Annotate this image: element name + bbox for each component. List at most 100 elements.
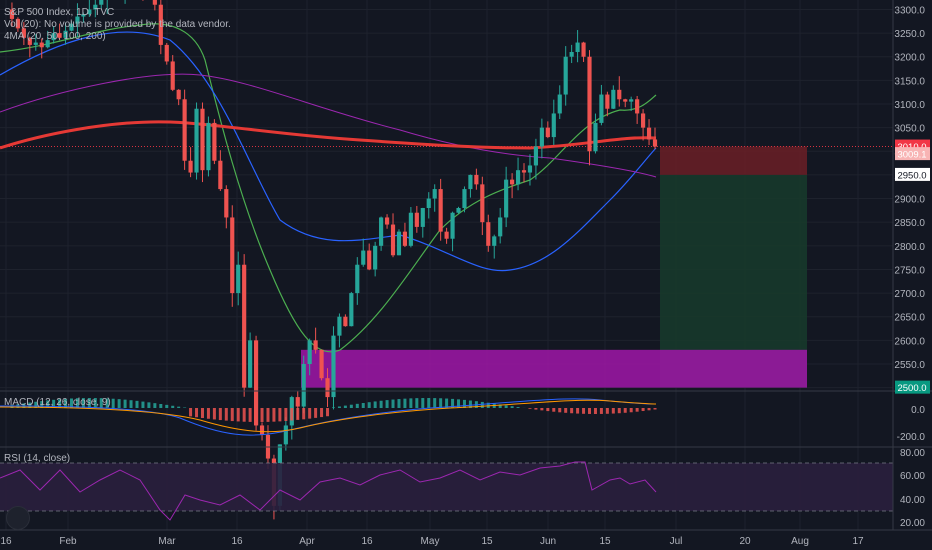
macd-histogram-bar bbox=[623, 408, 627, 413]
macd-histogram-bar bbox=[391, 399, 395, 408]
macd-histogram-bar bbox=[123, 399, 127, 408]
macd-histogram-bar bbox=[337, 406, 341, 408]
macd-histogram-bar bbox=[593, 408, 597, 414]
candle-body bbox=[158, 4, 163, 45]
candle-body bbox=[259, 425, 265, 435]
candle-body bbox=[75, 16, 80, 24]
price-badge bbox=[895, 167, 930, 181]
time-axis[interactable]: 16 Feb Mar 16 Apr 16 May 15 Jun 15 Jul 20 Aug 17 bbox=[0, 536, 864, 547]
price-axis[interactable]: 3300.03250.03200.03150.03100.03050.03000… bbox=[892, 0, 930, 530]
macd-histogram-bar bbox=[617, 408, 621, 414]
macd-histogram-bar bbox=[629, 408, 633, 413]
price-badge-label: 2950.0 bbox=[897, 170, 926, 181]
macd-legend[interactable]: MACD (12, 26, close, 9) bbox=[4, 397, 111, 408]
macd-histogram-bar bbox=[141, 401, 145, 408]
position-zones[interactable] bbox=[0, 146, 893, 388]
candle-body bbox=[224, 189, 229, 218]
candle-body bbox=[623, 99, 628, 102]
macd-histogram-bar bbox=[266, 408, 270, 422]
macd-histogram-bar bbox=[373, 401, 377, 408]
time-tick: 15 bbox=[481, 536, 493, 547]
rsi-legend[interactable]: RSI (14, close) bbox=[4, 453, 71, 464]
candle-body bbox=[557, 94, 562, 114]
price-tick: 2750.0 bbox=[894, 265, 925, 276]
macd-histogram-bar bbox=[284, 408, 288, 421]
stop-loss-zone bbox=[660, 146, 807, 175]
macd-histogram-bar bbox=[129, 400, 133, 408]
macd-histogram-bar bbox=[546, 408, 550, 412]
macd-histogram-bar bbox=[111, 398, 115, 408]
candle-body bbox=[319, 349, 324, 379]
macd-histogram-bar bbox=[87, 398, 91, 408]
candle-body bbox=[21, 28, 26, 38]
candle-body bbox=[521, 170, 527, 173]
candle-body bbox=[27, 37, 32, 45]
volume-legend[interactable]: Vol (20): No volume is provided by the d… bbox=[4, 19, 231, 30]
macd-histogram-bar bbox=[177, 406, 181, 408]
macd-histogram-bar bbox=[165, 404, 169, 408]
price-tick: 2850.0 bbox=[894, 218, 925, 229]
macd-histogram-bar bbox=[343, 405, 347, 408]
candle-body bbox=[236, 264, 241, 294]
macd-histogram-bar bbox=[81, 398, 85, 408]
candle-body bbox=[176, 89, 181, 100]
candle-body bbox=[87, 9, 92, 15]
time-tick: 17 bbox=[852, 536, 864, 547]
candle-body bbox=[504, 179, 509, 218]
macd-histogram-bar bbox=[248, 408, 252, 422]
time-tick: 15 bbox=[599, 536, 611, 547]
macd-histogram-bar bbox=[171, 405, 175, 408]
candle-body bbox=[426, 198, 431, 208]
candle-body bbox=[390, 224, 396, 256]
macd-histogram-bar bbox=[212, 408, 216, 420]
candle-body bbox=[408, 212, 413, 246]
candle-body bbox=[646, 127, 652, 140]
rsi-tick: 20.00 bbox=[900, 518, 925, 529]
macd-histogram-bar bbox=[540, 408, 544, 411]
macd-histogram-bar bbox=[599, 408, 603, 414]
candle-body bbox=[283, 425, 288, 445]
candle-body bbox=[533, 146, 539, 166]
candle-body bbox=[182, 99, 187, 161]
rsi-tick: 60.00 bbox=[900, 471, 925, 482]
symbol-legend[interactable]: S&P 500 Index, 1D, TVC bbox=[4, 7, 115, 18]
macd-histogram-bar bbox=[403, 398, 407, 408]
macd-histogram-bar bbox=[320, 408, 324, 418]
candle-body bbox=[432, 189, 437, 199]
candle-body bbox=[45, 40, 50, 48]
candle-body bbox=[486, 222, 491, 246]
candle-body bbox=[498, 217, 503, 237]
candle-body bbox=[527, 165, 533, 173]
price-badge-label: 2500.0 bbox=[897, 383, 926, 394]
macd-histogram-bar bbox=[28, 402, 32, 408]
tradingview-logo-icon[interactable] bbox=[6, 506, 30, 530]
candle-body bbox=[373, 245, 378, 270]
candle-body bbox=[188, 160, 193, 173]
macd-signal-line bbox=[0, 399, 657, 433]
price-badge-label: 3009.1 bbox=[897, 150, 926, 161]
candle-body bbox=[581, 42, 586, 57]
macd-histogram-bar bbox=[611, 408, 615, 414]
candle-body bbox=[450, 212, 455, 239]
price-tick: 3250.0 bbox=[894, 29, 925, 40]
macd-histogram-bar bbox=[326, 408, 330, 417]
price-badge bbox=[895, 380, 930, 394]
macd-histogram-bar bbox=[34, 401, 38, 408]
macd-histogram-bar bbox=[582, 408, 586, 414]
macd-histogram-bar bbox=[349, 404, 353, 408]
candle-body bbox=[33, 42, 38, 45]
moving-average-legend[interactable]: 4MA (20, 50, 100, 200) bbox=[4, 31, 106, 42]
macd-histogram-bar bbox=[296, 408, 300, 420]
macd-histogram-bar bbox=[367, 402, 371, 408]
candle-body bbox=[510, 179, 515, 185]
candle-body bbox=[99, 0, 104, 5]
candle-body bbox=[384, 217, 390, 225]
candle-body bbox=[218, 160, 223, 190]
candle-body bbox=[551, 113, 556, 138]
macd-histogram-bar bbox=[558, 408, 562, 413]
macd-histogram-bar bbox=[605, 408, 609, 414]
time-tick: Aug bbox=[791, 536, 809, 547]
candle-body bbox=[206, 122, 211, 171]
candle-body bbox=[462, 189, 467, 208]
